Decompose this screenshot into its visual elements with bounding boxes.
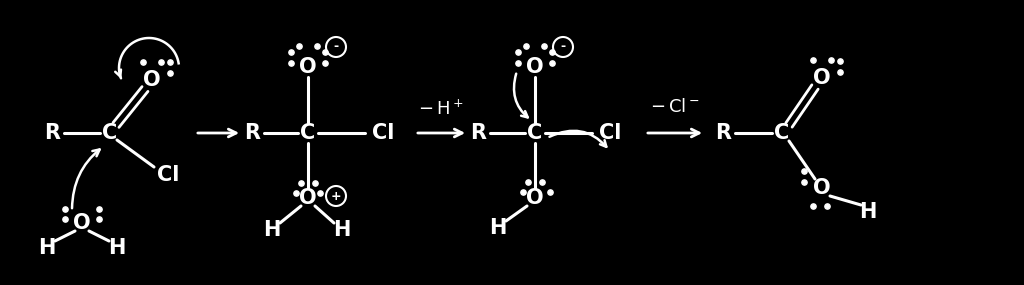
Text: O: O xyxy=(813,178,830,198)
Text: O: O xyxy=(299,188,316,208)
Text: H: H xyxy=(489,218,507,238)
Text: H: H xyxy=(109,238,126,258)
Text: C: C xyxy=(300,123,315,143)
Text: O: O xyxy=(813,68,830,88)
Text: $-\,\mathrm{H}^+$: $-\,\mathrm{H}^+$ xyxy=(418,99,464,119)
Text: C: C xyxy=(102,123,118,143)
Text: O: O xyxy=(526,188,544,208)
Text: -: - xyxy=(334,40,339,54)
Text: O: O xyxy=(299,57,316,77)
Text: Cl: Cl xyxy=(599,123,622,143)
Text: H: H xyxy=(334,220,350,240)
Text: R: R xyxy=(715,123,731,143)
Text: R: R xyxy=(44,123,60,143)
Text: C: C xyxy=(774,123,790,143)
Text: O: O xyxy=(73,213,91,233)
Text: +: + xyxy=(331,190,341,203)
Text: H: H xyxy=(38,238,55,258)
Text: R: R xyxy=(470,123,486,143)
Text: Cl: Cl xyxy=(157,165,179,185)
Text: C: C xyxy=(527,123,543,143)
Text: Cl: Cl xyxy=(372,123,394,143)
Text: -: - xyxy=(560,40,565,54)
Text: H: H xyxy=(859,202,877,222)
Text: H: H xyxy=(263,220,281,240)
Text: O: O xyxy=(526,57,544,77)
Text: O: O xyxy=(143,70,161,90)
Text: R: R xyxy=(244,123,260,143)
Text: $-\,\mathrm{Cl}^-$: $-\,\mathrm{Cl}^-$ xyxy=(650,98,699,116)
